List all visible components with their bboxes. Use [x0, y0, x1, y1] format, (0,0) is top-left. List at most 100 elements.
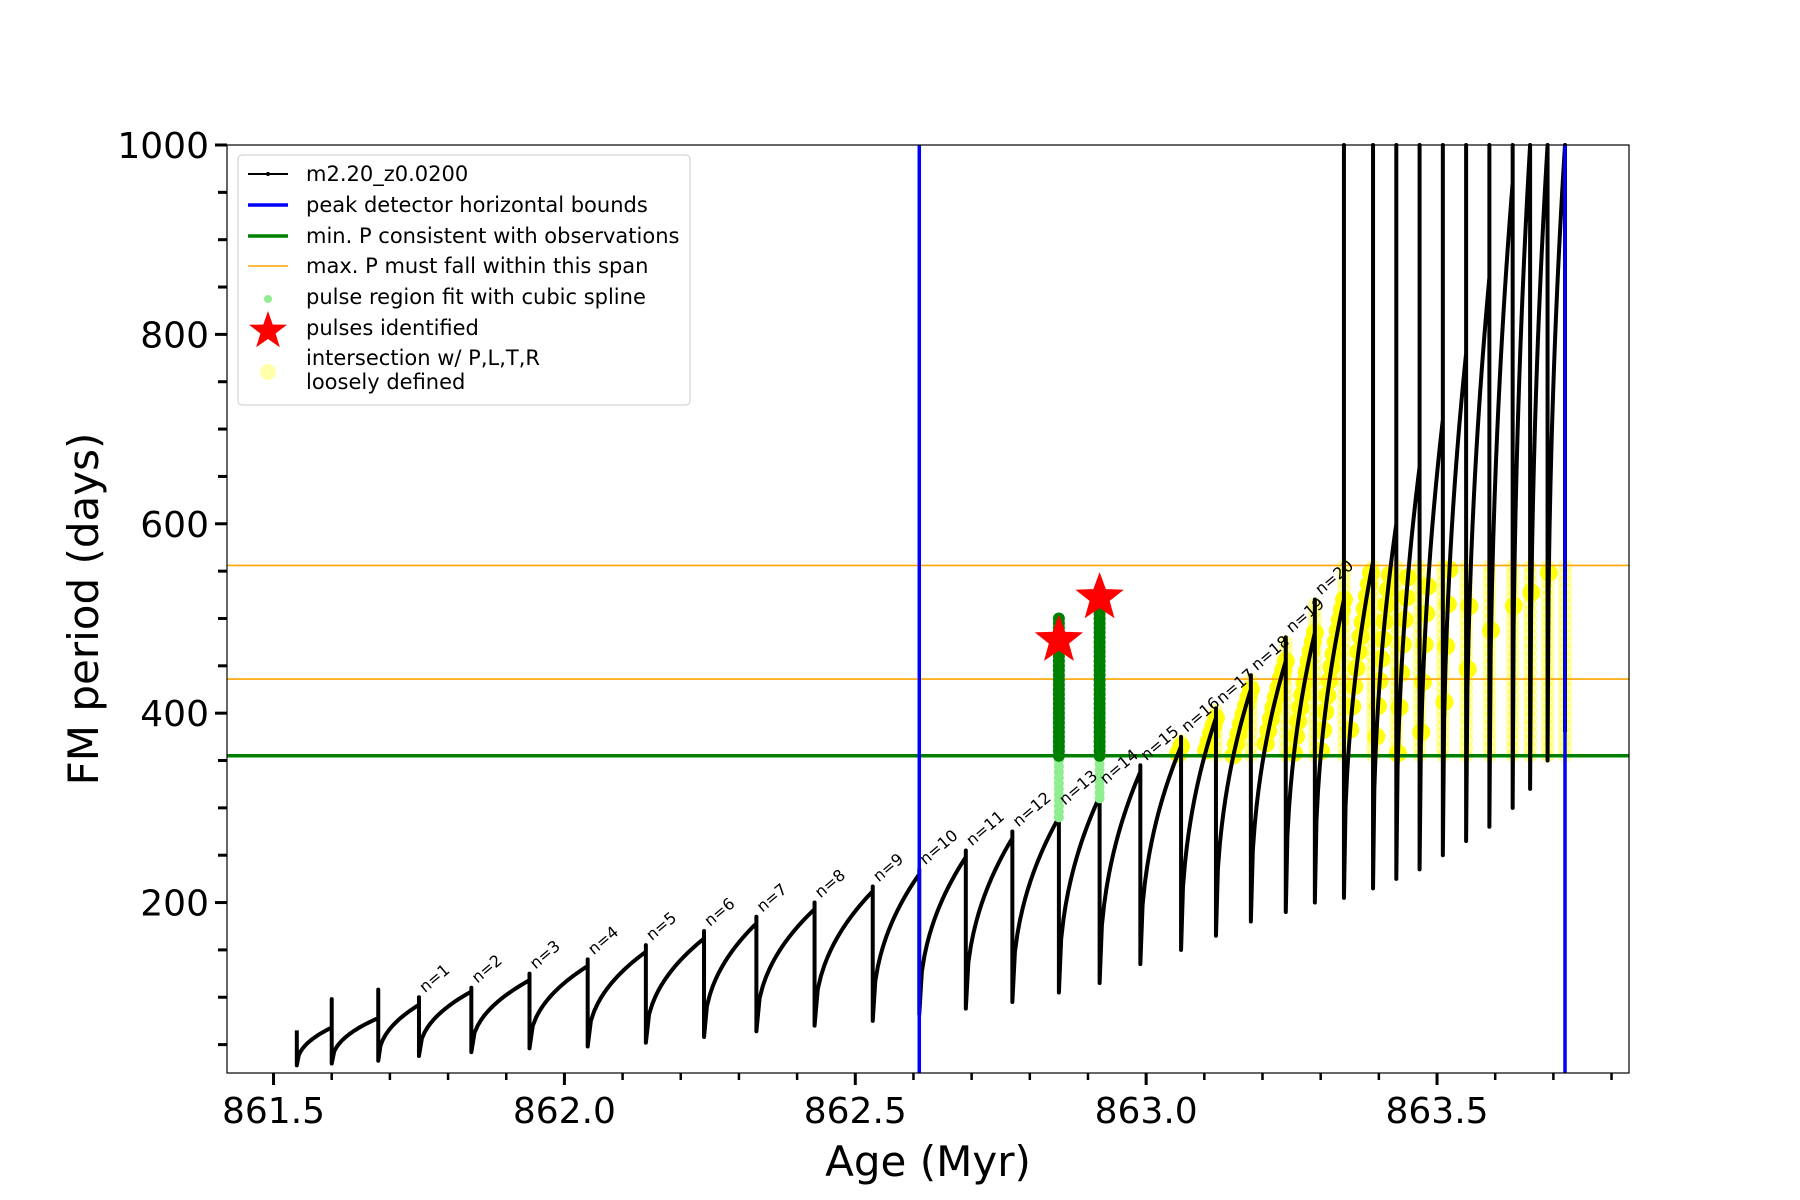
series-point: [1214, 911, 1218, 915]
series-point: [1342, 782, 1346, 786]
series-point: [1441, 728, 1445, 732]
series-point: [1441, 774, 1445, 778]
series-point: [1057, 979, 1061, 983]
series-point: [644, 950, 648, 954]
series-point: [1057, 843, 1061, 847]
series-point: [1249, 919, 1253, 924]
series-point: [1342, 532, 1346, 536]
series-point: [1342, 805, 1346, 809]
series-point: [812, 944, 817, 948]
series-point: [1214, 934, 1218, 938]
series-point: [1342, 396, 1346, 400]
series-point: [754, 950, 758, 954]
series-point: [1098, 981, 1102, 985]
series-point: [1371, 852, 1375, 856]
series-point: [1179, 914, 1183, 918]
series-point: [1371, 454, 1375, 459]
series-point: [1394, 865, 1398, 870]
series-point: [1511, 169, 1515, 174]
series-point: [1394, 786, 1398, 790]
series-point: [1138, 803, 1142, 807]
series-point: [1545, 543, 1550, 547]
series-point: [1464, 748, 1468, 752]
pulse-number-label: n=8: [811, 865, 849, 901]
series-point: [1528, 344, 1532, 348]
series-point: [1417, 685, 1422, 690]
series-point: [1057, 956, 1061, 961]
series-point: [1371, 477, 1375, 481]
series-point: [1545, 690, 1550, 694]
series-point: [1371, 239, 1375, 243]
series-point: [754, 927, 758, 931]
series-point: [1394, 263, 1398, 267]
series-point: [1138, 939, 1142, 943]
series-point: [1417, 333, 1422, 337]
series-point: [1284, 739, 1288, 744]
pulse-number-label: n=6: [700, 894, 738, 930]
series-point: [1464, 328, 1468, 332]
series-point: [1528, 616, 1532, 621]
series-point: [1138, 848, 1142, 853]
series-point: [1545, 429, 1550, 433]
series-point: [1313, 775, 1317, 780]
series-point: [1417, 606, 1422, 610]
series-point: [527, 1024, 532, 1028]
series-point: [1098, 913, 1102, 917]
series-point: [586, 1022, 590, 1026]
series-point: [469, 1005, 473, 1009]
series-point: [1342, 282, 1346, 286]
series-point: [1394, 570, 1398, 574]
series-point: [1487, 438, 1491, 443]
series-point: [1545, 463, 1550, 467]
series-point: [1371, 386, 1375, 390]
series-point: [1528, 423, 1532, 427]
series-point: [1394, 286, 1398, 290]
series-point: [1179, 891, 1183, 895]
series-point: [871, 951, 875, 955]
series-point: [1371, 784, 1375, 788]
series-point: [1371, 182, 1375, 186]
legend-label: loosely defined: [306, 370, 465, 394]
series-point: [1528, 412, 1532, 416]
series-point: [1511, 590, 1515, 594]
series-point: [1464, 464, 1468, 468]
series-point: [1342, 180, 1346, 184]
pulse-identified-star: [1034, 614, 1084, 661]
series-point: [1394, 740, 1398, 745]
series-point: [1441, 353, 1445, 357]
series-point: [1284, 876, 1288, 880]
series-point: [1371, 443, 1375, 447]
series-point: [812, 967, 817, 971]
series-point: [417, 1054, 421, 1058]
series-point: [1417, 436, 1422, 440]
series-point: [1284, 819, 1288, 823]
series-point: [1487, 279, 1491, 283]
series-point: [1342, 487, 1346, 491]
series-point: [1417, 765, 1422, 769]
series-point: [1214, 900, 1218, 904]
series-point: [1249, 885, 1253, 890]
series-point: [1313, 730, 1317, 734]
series-point: [644, 972, 648, 977]
series-point: [1511, 260, 1515, 265]
pulse-region-markers: [1052, 603, 1106, 823]
series-point: [1487, 177, 1491, 181]
series-point: [754, 1018, 758, 1022]
series-point: [1394, 695, 1398, 699]
series-point: [1249, 692, 1253, 696]
series-point: [1010, 909, 1014, 913]
series-point: [1441, 478, 1445, 482]
series-point: [1394, 706, 1398, 711]
series-point: [1528, 173, 1532, 177]
series-point: [1342, 453, 1346, 457]
series-point: [1284, 671, 1288, 675]
series-point: [1511, 204, 1515, 208]
series-point: [1528, 389, 1532, 393]
series-point: [1464, 373, 1468, 377]
series-point: [1464, 259, 1468, 264]
series-point: [1313, 650, 1317, 655]
series-point: [1417, 515, 1422, 519]
series-point: [1464, 759, 1468, 764]
series-point: [1371, 534, 1375, 538]
series-point: [1487, 688, 1491, 693]
